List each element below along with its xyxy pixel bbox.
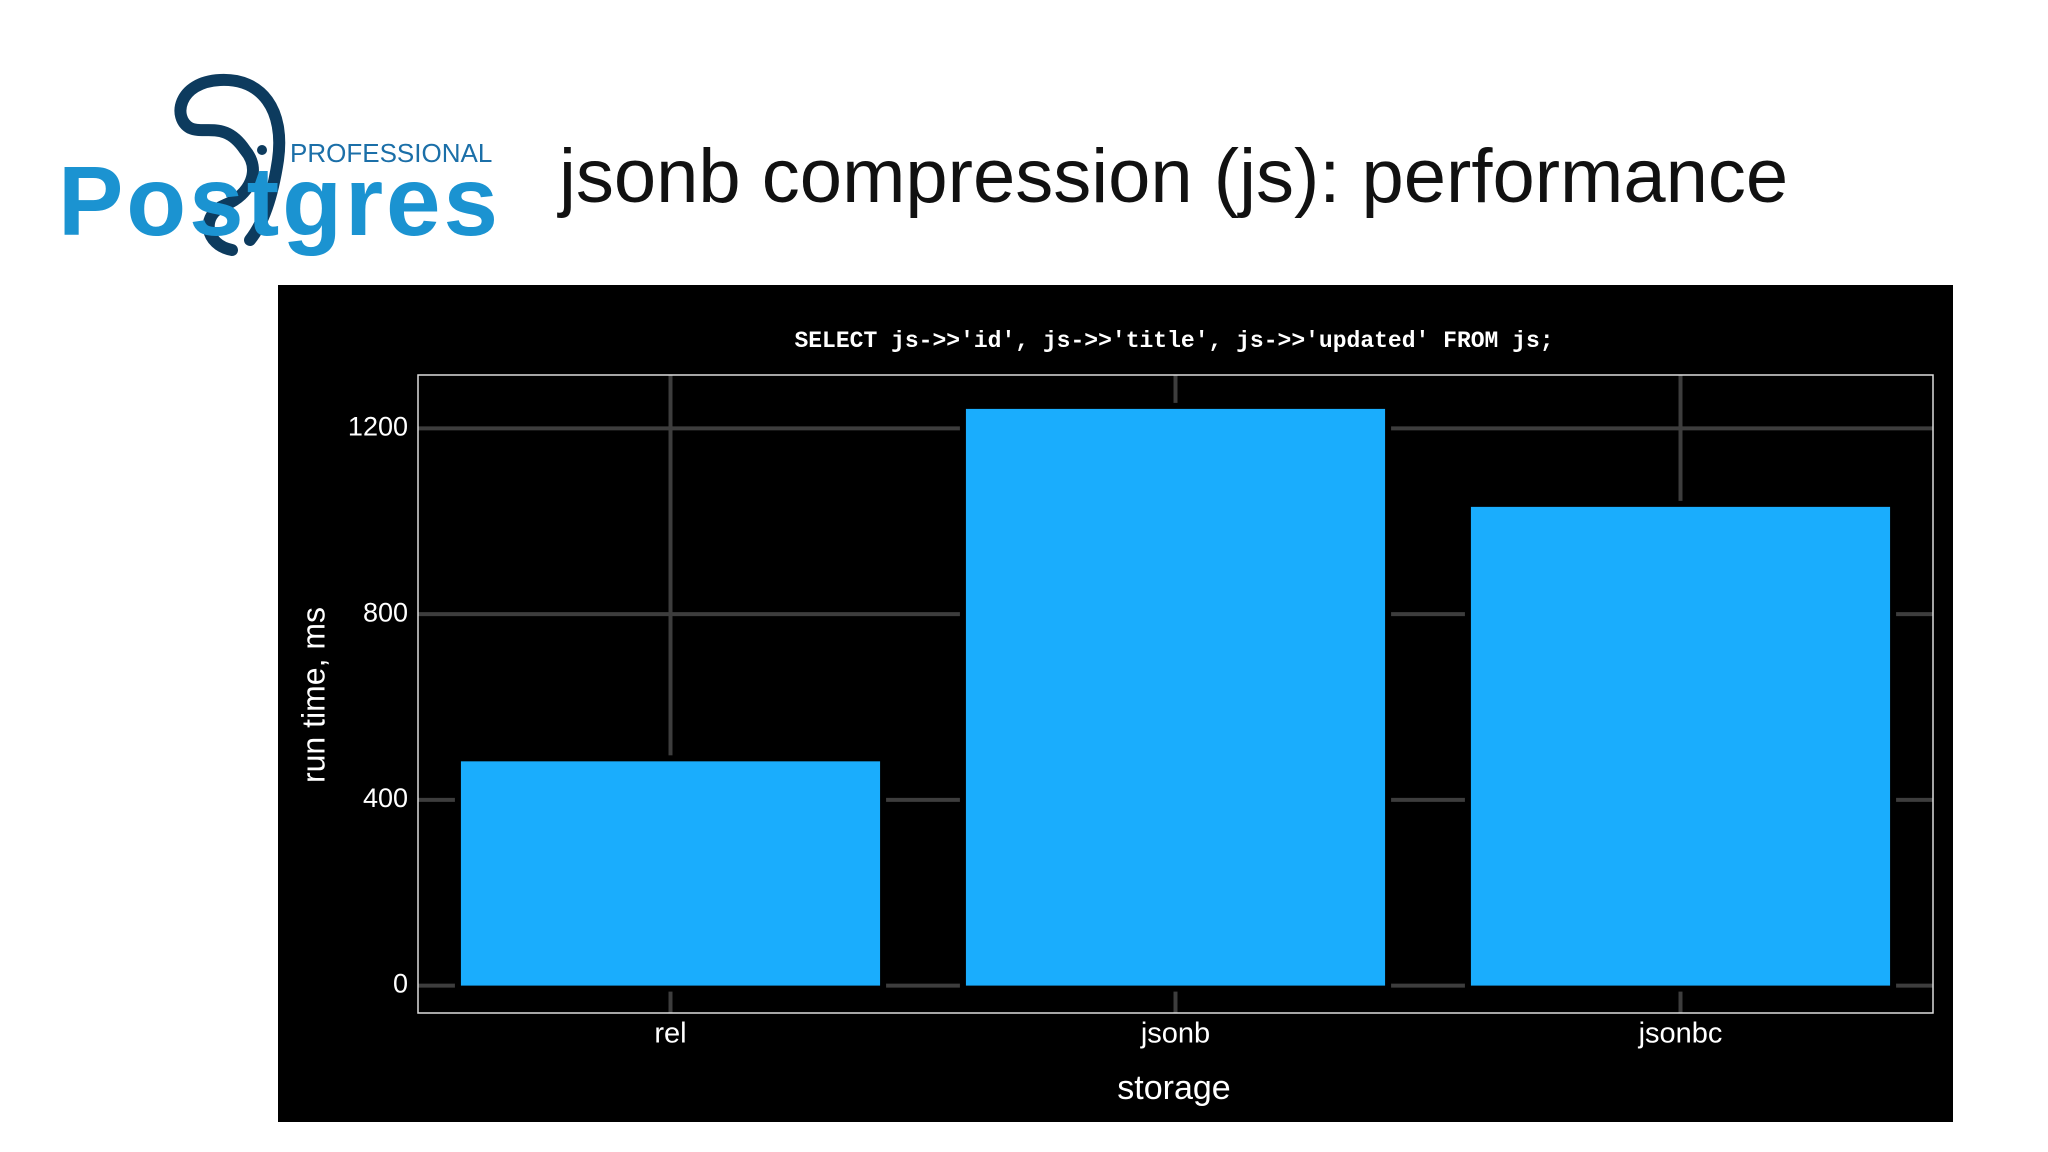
- y-axis-title: run time, ms: [295, 607, 331, 783]
- x-axis-title: storage: [1117, 1069, 1230, 1107]
- logo-elephant: [174, 73, 286, 256]
- logo-eye: [257, 145, 267, 155]
- x-tick-label: rel: [654, 1018, 686, 1050]
- plot-border: [417, 374, 1934, 1014]
- x-tick-label: jsonbc: [1638, 1018, 1723, 1050]
- bar: [1464, 500, 1897, 992]
- bar: [454, 755, 887, 992]
- chart-title: SELECT js->>'id', js->>'title', js->>'up…: [794, 328, 1553, 354]
- logo: PROFESSIONAL Postgres: [58, 73, 498, 256]
- x-tick-label: jsonb: [1140, 1018, 1210, 1050]
- logo-brand: Postgres: [58, 146, 498, 256]
- y-tick-label: 0: [393, 969, 408, 999]
- y-tick-label: 1200: [348, 412, 408, 442]
- y-tick-label: 800: [363, 597, 408, 627]
- y-tick-label: 400: [363, 783, 408, 813]
- plot: 0 400 800 1200 rel jsonb jsonbc: [348, 375, 1933, 1050]
- slide-title: jsonb compression (js): performance: [557, 134, 1788, 219]
- logo-sub: PROFESSIONAL: [290, 138, 492, 168]
- bar: [959, 402, 1392, 992]
